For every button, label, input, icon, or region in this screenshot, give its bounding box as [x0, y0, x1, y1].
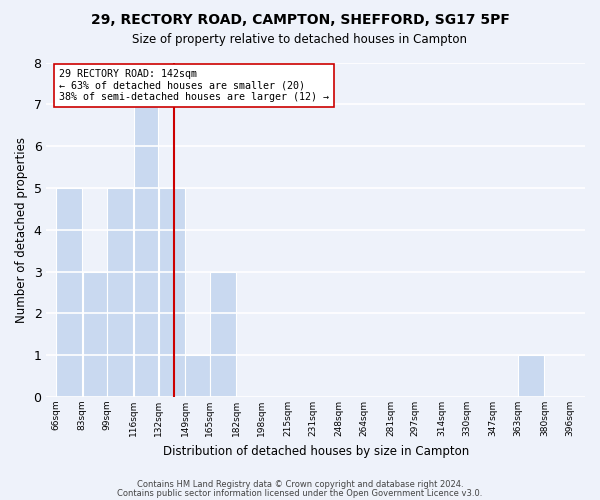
Bar	[83, 272, 107, 397]
Text: Size of property relative to detached houses in Campton: Size of property relative to detached ho…	[133, 32, 467, 46]
Text: 29, RECTORY ROAD, CAMPTON, SHEFFORD, SG17 5PF: 29, RECTORY ROAD, CAMPTON, SHEFFORD, SG1…	[91, 12, 509, 26]
Text: Contains HM Land Registry data © Crown copyright and database right 2024.: Contains HM Land Registry data © Crown c…	[137, 480, 463, 489]
X-axis label: Distribution of detached houses by size in Campton: Distribution of detached houses by size …	[163, 444, 469, 458]
Bar	[210, 272, 236, 397]
Text: 29 RECTORY ROAD: 142sqm
← 63% of detached houses are smaller (20)
38% of semi-de: 29 RECTORY ROAD: 142sqm ← 63% of detache…	[59, 69, 329, 102]
Y-axis label: Number of detached properties: Number of detached properties	[15, 137, 28, 323]
Bar	[159, 188, 185, 397]
Text: Contains public sector information licensed under the Open Government Licence v3: Contains public sector information licen…	[118, 489, 482, 498]
Bar	[56, 188, 82, 397]
Bar	[185, 355, 209, 397]
Bar	[107, 188, 133, 397]
Bar	[518, 355, 544, 397]
Bar	[134, 104, 158, 397]
